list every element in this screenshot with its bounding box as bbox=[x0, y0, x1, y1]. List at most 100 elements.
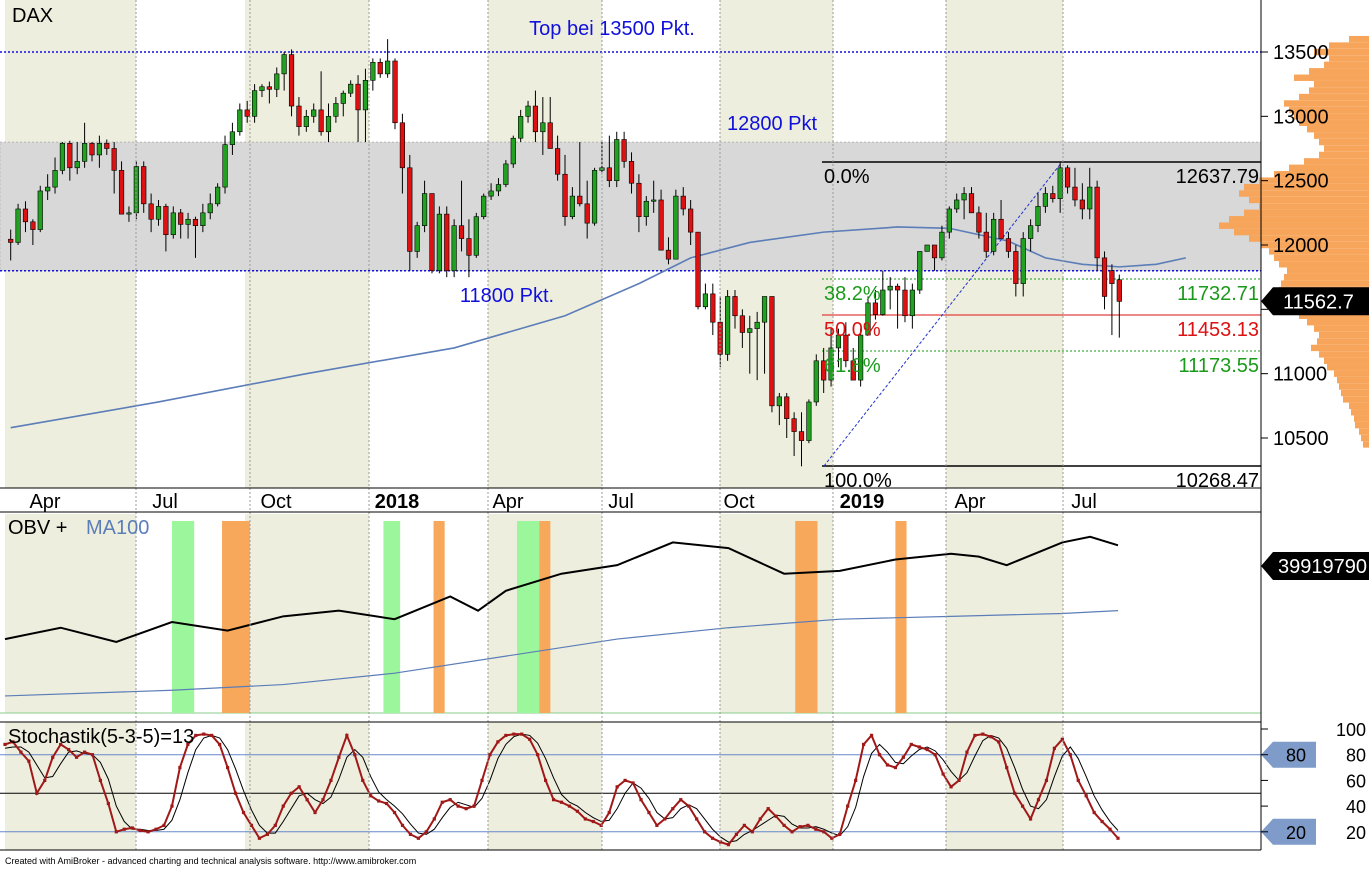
stoch-k-point bbox=[186, 742, 190, 747]
candle-body bbox=[362, 80, 369, 111]
fibonacci-ratio-label: 38.2% bbox=[824, 283, 881, 305]
fibonacci-price-label: 10268.47 bbox=[1176, 470, 1259, 492]
stoch-k-point bbox=[265, 832, 269, 836]
stochastic-panel[interactable] bbox=[0, 732, 1316, 847]
candle-body bbox=[665, 249, 672, 260]
candle-body bbox=[52, 170, 58, 188]
stoch-y-tick-label: 100 bbox=[1336, 720, 1366, 740]
volume-profile-bar bbox=[1334, 370, 1369, 377]
price-panel[interactable] bbox=[0, 35, 1369, 467]
stoch-k-point bbox=[194, 733, 198, 738]
candle-body bbox=[1028, 225, 1034, 239]
stoch-k-point bbox=[456, 804, 460, 808]
stoch-k-point bbox=[154, 827, 158, 831]
candle-body bbox=[894, 285, 901, 291]
candle-body bbox=[451, 225, 457, 272]
volume-profile-bar bbox=[1309, 68, 1369, 75]
stoch-k-point bbox=[1021, 804, 1025, 808]
volume-profile-bar bbox=[1234, 228, 1369, 236]
stoch-k-point bbox=[67, 747, 71, 752]
candle-body bbox=[148, 203, 154, 220]
candle-body bbox=[540, 122, 546, 133]
candle-body bbox=[998, 218, 1004, 239]
stoch-k-point bbox=[321, 798, 325, 802]
candle-body bbox=[968, 193, 975, 214]
stoch-k-point bbox=[869, 733, 874, 738]
fibonacci-price-label: 11453.13 bbox=[1177, 319, 1259, 341]
candle-body bbox=[1116, 279, 1122, 302]
candle-body bbox=[8, 238, 14, 243]
candle-body bbox=[229, 131, 236, 145]
candle-body bbox=[377, 61, 383, 75]
stoch-k-point bbox=[273, 823, 277, 827]
stoch-k-point bbox=[249, 823, 254, 827]
candle-body bbox=[1109, 270, 1115, 284]
stoch-y-tick-label: 60 bbox=[1346, 771, 1366, 791]
candle-body bbox=[1020, 238, 1026, 284]
stoch-k-point bbox=[440, 800, 444, 804]
stoch-level-label: 20 bbox=[1286, 823, 1306, 843]
candle-body bbox=[1094, 186, 1100, 259]
candle-body bbox=[67, 143, 73, 169]
stoch-k-point bbox=[353, 753, 357, 757]
stoch-k-point bbox=[1044, 778, 1049, 782]
stoch-k-point bbox=[35, 791, 39, 795]
candle-body bbox=[481, 195, 487, 217]
footer-credit: Created with AmiBroker - advanced charti… bbox=[5, 856, 417, 866]
x-tick-label: 2018 bbox=[375, 491, 420, 513]
stoch-k-point bbox=[758, 817, 762, 821]
candle-body bbox=[473, 216, 479, 256]
volume-profile-bar bbox=[1284, 273, 1369, 281]
candle-body bbox=[303, 116, 309, 127]
y-tick-label: 13500 bbox=[1273, 42, 1329, 64]
stoch-k-point bbox=[210, 733, 214, 738]
obv-panel[interactable] bbox=[0, 521, 1369, 714]
candle-body bbox=[74, 161, 80, 169]
volume-profile-bar bbox=[1304, 158, 1369, 165]
candle-body bbox=[776, 396, 782, 407]
stoch-k-point bbox=[639, 798, 643, 802]
candle-body bbox=[82, 143, 88, 162]
stoch-k-point bbox=[297, 785, 301, 789]
level-label-top: Top bei 13500 Pkt. bbox=[529, 18, 695, 40]
candle-body bbox=[880, 289, 886, 315]
stoch-k-point bbox=[551, 798, 556, 802]
stoch-k-point bbox=[973, 733, 977, 738]
stoch-k-point bbox=[806, 823, 810, 827]
stoch-k-point bbox=[925, 747, 929, 752]
stoch-k-point bbox=[305, 798, 309, 802]
candle-body bbox=[503, 163, 509, 185]
volume-profile-bar bbox=[1359, 428, 1369, 435]
candle-body bbox=[931, 244, 938, 259]
stoch-k-point bbox=[369, 794, 373, 798]
stoch-k-point bbox=[989, 735, 993, 739]
y-tick-label: 10500 bbox=[1273, 428, 1329, 450]
stoch-k-point bbox=[472, 804, 476, 808]
stoch-k-point bbox=[877, 753, 882, 757]
stoch-k-point bbox=[917, 745, 921, 749]
volume-profile-bar bbox=[1363, 441, 1369, 448]
candle-body bbox=[178, 212, 184, 225]
stoch-k-point bbox=[623, 778, 627, 782]
stoch-k-point bbox=[750, 830, 754, 834]
stoch-k-point bbox=[631, 781, 635, 785]
stoch-k-point bbox=[400, 823, 405, 827]
stoch-k-point bbox=[416, 836, 420, 840]
volume-profile-bar bbox=[1244, 183, 1369, 191]
stoch-k-point bbox=[106, 801, 110, 806]
stoch-k-point bbox=[885, 763, 890, 767]
volume-profile-bar bbox=[1327, 364, 1369, 371]
stoch-k-point bbox=[718, 840, 723, 844]
candle-body bbox=[318, 109, 324, 133]
labels: 12800 Pkt Top bei 13500 Pkt. 11800 Pkt. 0.0… bbox=[8, 5, 1367, 843]
stoch-k-point bbox=[488, 753, 492, 757]
candle-body bbox=[813, 360, 819, 403]
candle-body bbox=[924, 244, 930, 252]
candle-body bbox=[909, 289, 915, 317]
stoch-k-point bbox=[591, 819, 595, 824]
candle-body bbox=[887, 285, 893, 291]
stoch-k-point bbox=[1013, 791, 1017, 795]
candle-body bbox=[621, 139, 627, 162]
stoch-k-point bbox=[909, 742, 913, 747]
stoch-k-point bbox=[27, 759, 31, 763]
